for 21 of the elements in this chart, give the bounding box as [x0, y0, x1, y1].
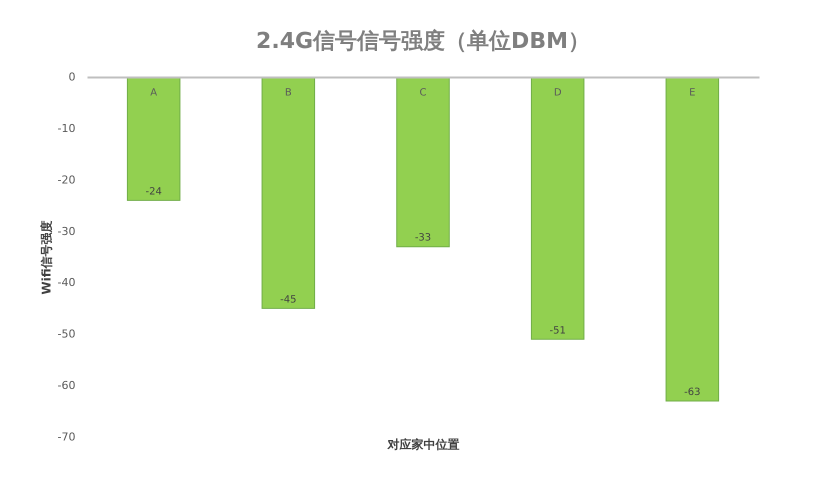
- data-label: -45: [280, 294, 297, 306]
- y-tick-label: -10: [58, 122, 76, 135]
- y-tick-label: -60: [58, 379, 76, 392]
- y-tick-label: -40: [58, 276, 76, 290]
- y-tick-label: -30: [58, 224, 76, 238]
- x-tick-label: C: [420, 88, 427, 98]
- y-tick-label: -50: [58, 328, 76, 341]
- data-label: -63: [684, 387, 701, 398]
- x-tick-label: A: [150, 88, 158, 98]
- y-tick-label: 0: [68, 70, 76, 84]
- data-label: -51: [549, 325, 566, 336]
- x-tick-label: B: [284, 88, 292, 98]
- x-tick-label: E: [689, 88, 696, 98]
- y-tick-label: -70: [58, 430, 76, 444]
- y-axis-title: Wifi信号强度: [40, 220, 54, 295]
- x-tick-label: D: [554, 88, 562, 98]
- x-axis-title: 对应家中位置: [386, 438, 460, 452]
- y-tick-label: -20: [58, 173, 76, 186]
- data-label: -33: [414, 232, 432, 244]
- chart-title: 2.4G信号信号强度（单位DBM）: [256, 28, 590, 54]
- data-label: -24: [145, 186, 162, 198]
